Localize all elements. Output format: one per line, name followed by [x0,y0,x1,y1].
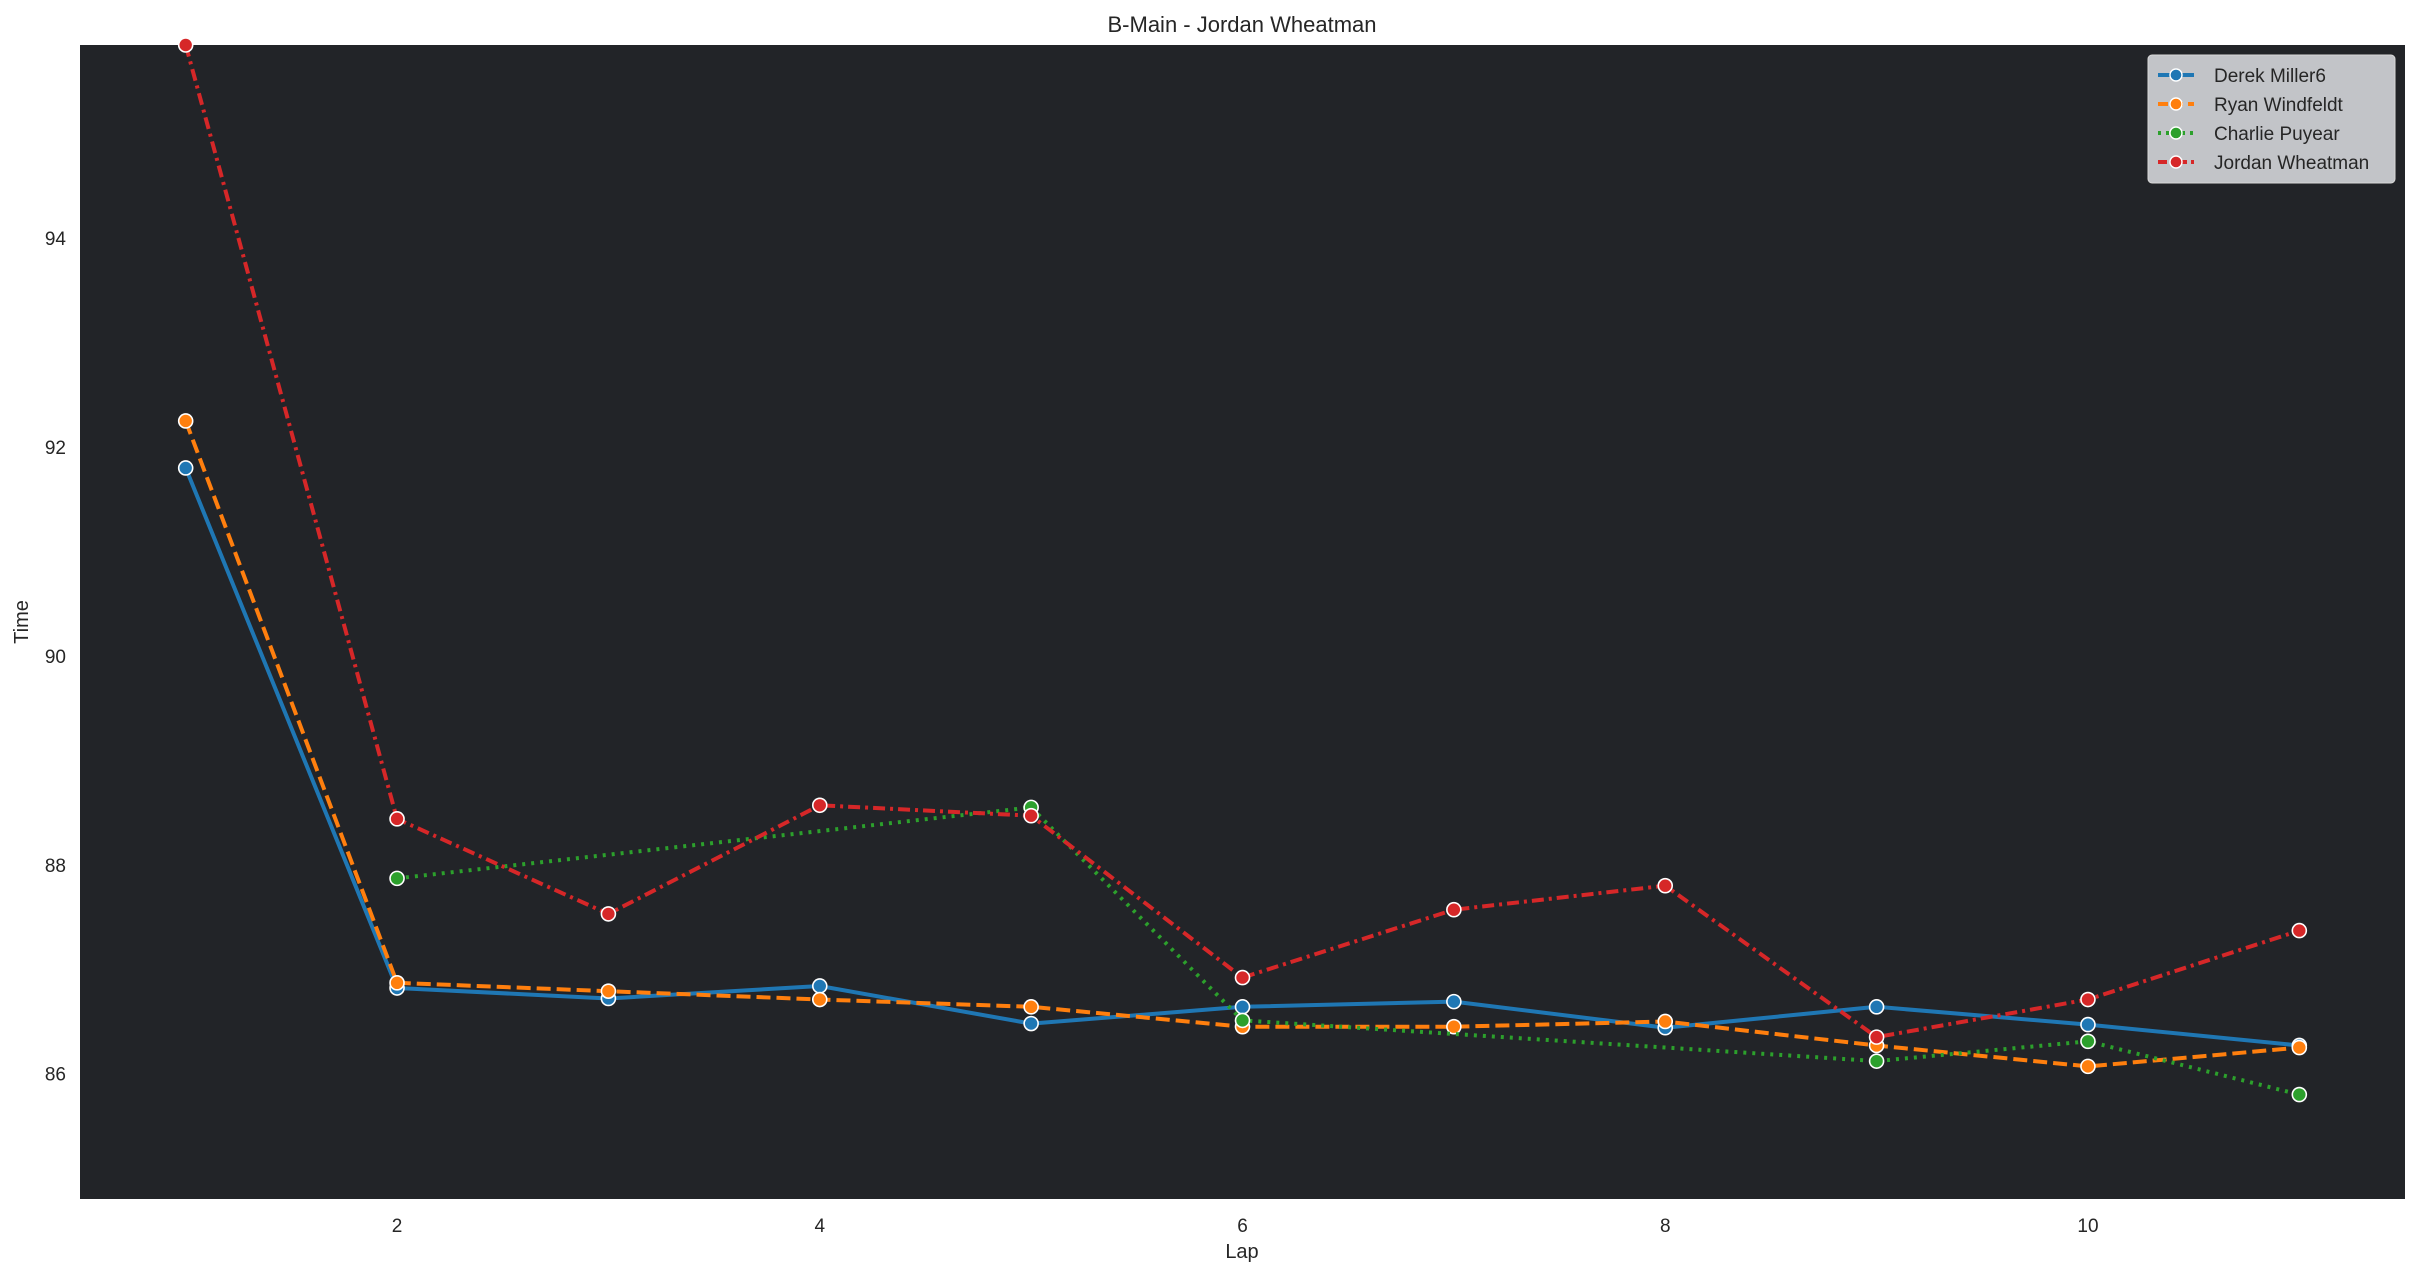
data-point [2080,1016,2096,1033]
data-point [1446,993,1462,1010]
x-tick-label: 10 [2077,1216,2098,1237]
data-point [1446,1018,1462,1035]
series-line [396,805,2300,1097]
data-point [811,991,828,1008]
data-point [1868,1029,1885,1045]
legend-marker [2169,155,2183,169]
legend-label: Jordan Wheatman [2214,153,2369,174]
x-axis-label: Lap [1225,1241,1258,1263]
data-point [1234,999,1251,1015]
y-axis-label: Time [11,600,33,644]
data-point [389,811,405,827]
data-point [600,983,617,999]
data-point [811,797,828,814]
series-jordan-wheatman [177,37,2308,1045]
legend-marker [2169,68,2183,82]
series-layer [177,37,2308,1103]
x-tick-label: 2 [392,1216,403,1237]
y-tick-label: 94 [45,229,67,250]
x-tick-label: 4 [814,1216,825,1237]
data-point [2291,922,2308,939]
legend-label: Ryan Windfeldt [2214,95,2344,116]
y-axis: 86 88 90 92 94 [45,229,67,1085]
data-point [1023,999,1039,1015]
data-point [1023,1015,1039,1032]
data-point [2291,1039,2308,1056]
data-point [1234,1012,1251,1029]
x-axis: 2 4 6 8 10 [392,1216,2099,1237]
data-point [1657,1013,1674,1030]
legend-marker [2169,97,2183,111]
data-point [600,906,617,922]
data-point [1446,901,1462,918]
data-point [2291,1086,2308,1103]
legend-box [2147,54,2396,184]
data-point [1657,877,1674,894]
legend: Derek Miller6 Ryan Windfeldt Charlie Puyea… [2147,54,2396,184]
data-point [1234,969,1251,986]
series-charlie-puyear [389,799,2308,1103]
y-tick-label: 90 [45,647,66,668]
data-point [1023,807,1039,824]
data-point [1868,1053,1885,1069]
y-tick-label: 88 [45,856,66,877]
data-point [811,978,828,994]
y-tick-label: 92 [45,438,66,459]
data-point [389,975,405,991]
data-point [2080,1033,2096,1050]
data-point [2080,1058,2096,1075]
y-tick-label: 86 [45,1065,66,1086]
legend-label: Derek Miller6 [2214,66,2326,87]
data-point [177,37,194,53]
data-point [389,870,405,887]
series-line [183,44,2300,1040]
legend-marker [2169,126,2183,140]
data-point [177,460,194,476]
x-tick-label: 6 [1237,1216,1248,1237]
x-tick-label: 8 [1660,1216,1671,1237]
data-point [2080,991,2096,1008]
data-point [177,413,194,429]
chart-title: B-Main - Jordan Wheatman [1108,12,1377,37]
legend-label: Charlie Puyear [2214,124,2340,145]
data-point [1868,999,1885,1015]
